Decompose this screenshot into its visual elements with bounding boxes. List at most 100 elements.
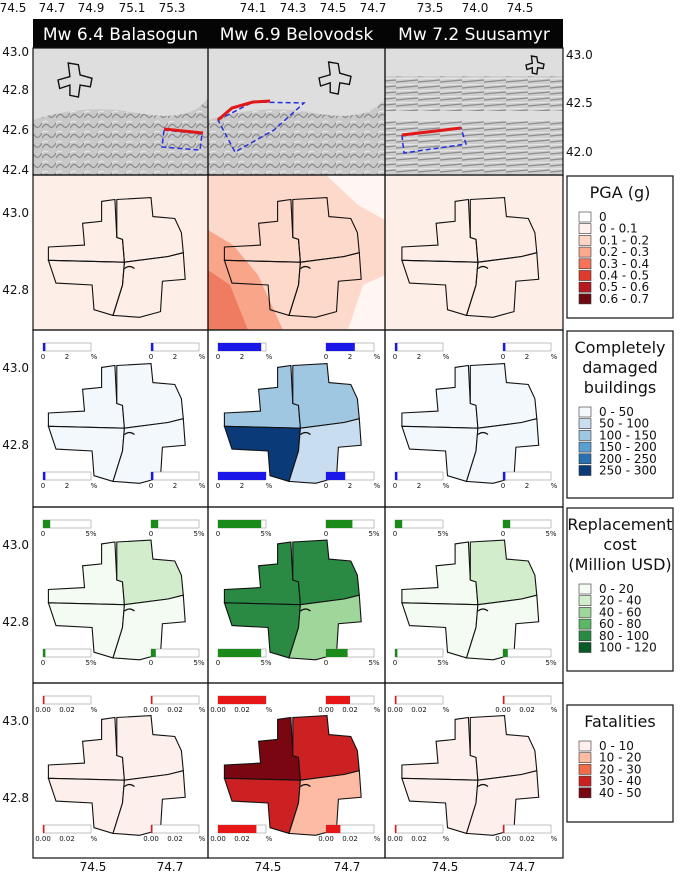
indicator-bar-frame <box>502 695 552 705</box>
district-nw <box>47 541 125 606</box>
bar-label: 2 <box>173 353 177 361</box>
district-se <box>465 252 540 318</box>
bar-label: 2 <box>525 482 529 490</box>
legend-swatch <box>578 752 592 764</box>
row1-left-tick: 43.0 <box>2 45 29 59</box>
bar-label: 0 <box>393 482 397 490</box>
indicator-bar-frame <box>150 342 200 352</box>
bar-label: % <box>91 482 98 490</box>
district-ne <box>116 539 184 606</box>
bar-label: 2 <box>65 482 69 490</box>
terrain-panel-3 <box>385 48 563 175</box>
bar-label: 5% <box>260 530 271 538</box>
river-line <box>300 265 311 269</box>
bar-label: 0 <box>501 482 505 490</box>
legend-swatch <box>578 406 592 418</box>
top-tick-label: 74.5 <box>507 1 534 15</box>
bar-label: 5% <box>437 659 448 667</box>
bar-label: 0 <box>324 482 328 490</box>
district-ne <box>292 539 360 606</box>
bar-label: % <box>199 482 206 490</box>
row1-left-tick: 42.4 <box>2 163 29 177</box>
indicator-bar-fill <box>151 696 153 704</box>
bar-label: % <box>91 835 98 843</box>
pga-zone <box>326 175 385 220</box>
district-nw <box>47 364 125 429</box>
fault-trace <box>401 126 462 137</box>
top-tick-label: 74.7 <box>39 1 66 15</box>
rupture-zone <box>401 127 467 154</box>
legend-swatch <box>578 630 592 642</box>
river-line <box>477 608 489 612</box>
column-header-2 <box>208 19 385 48</box>
district-ne <box>116 715 184 781</box>
bar-label: 0 <box>149 353 153 361</box>
legend-item-label: 0 - 20 <box>599 582 634 596</box>
indicator-bar-fill <box>218 696 266 704</box>
indicator-bar-frame <box>502 471 552 481</box>
bottom-tick-label: 74.7 <box>509 860 536 874</box>
river-line <box>124 783 135 787</box>
bar-label: 2 <box>348 482 352 490</box>
indicator-bar-frame <box>394 695 444 705</box>
legend-title: Completely <box>574 338 665 357</box>
bar-label: 0.00 <box>35 835 51 843</box>
district-nw <box>401 716 479 781</box>
city-left-tick: 42.8 <box>2 438 29 452</box>
bar-label: 0 <box>149 530 153 538</box>
bar-label: 2 <box>173 482 177 490</box>
legend-swatch <box>578 595 592 607</box>
district-se <box>112 770 186 836</box>
legend-item-label: 0.1 - 0.2 <box>599 233 649 247</box>
indicator-bar-fill <box>503 343 506 351</box>
legend-swatch <box>578 764 592 775</box>
bar-label: 5% <box>260 659 271 667</box>
district-se <box>112 418 186 484</box>
legend-swatch <box>578 223 592 234</box>
bar-label: 0.02 <box>59 706 75 714</box>
bar-label: 0.00 <box>210 706 226 714</box>
indicator-bar-fill <box>503 825 505 833</box>
district-ne <box>292 363 360 429</box>
top-tick-label: 75.3 <box>159 1 186 15</box>
legend-title: (Million USD) <box>568 555 671 574</box>
column-title-1: Mw 6.4 Balasogun <box>43 25 198 45</box>
district-se <box>112 252 186 318</box>
indicator-bar-frame <box>42 695 92 705</box>
mountain-range <box>385 120 563 175</box>
bar-label: 0 <box>149 659 153 667</box>
legend-swatch <box>578 430 592 441</box>
legend-item-label: 0.3 - 0.4 <box>599 257 649 271</box>
indicator-bar-fill <box>43 696 45 704</box>
bar-label: 0.00 <box>35 706 51 714</box>
indicator-bar-fill <box>395 825 397 833</box>
bottom-tick-label: 74.5 <box>432 860 459 874</box>
bar-label: 0 <box>501 530 505 538</box>
legend-item-label: 40 - 60 <box>599 605 642 619</box>
top-tick-label: 75.1 <box>119 1 146 15</box>
district-se <box>112 594 186 661</box>
river-line <box>300 783 311 787</box>
panel-border <box>384 682 564 859</box>
bar-label: 0.02 <box>167 835 183 843</box>
legend-swatch <box>578 618 592 630</box>
legend-item-label: 0 - 10 <box>599 739 634 753</box>
city-left-tick: 42.8 <box>2 283 29 297</box>
legend-item-label: 0.2 - 0.3 <box>599 245 649 259</box>
indicator-bar-frame <box>394 648 444 658</box>
legend-swatch <box>578 281 592 293</box>
indicator-bar-fill <box>503 696 505 704</box>
indicator-bar-fill <box>326 520 353 528</box>
indicator-bar-fill <box>503 520 511 528</box>
district-nw <box>47 716 125 781</box>
legend-swatch <box>578 246 592 258</box>
district-ne <box>116 363 184 429</box>
bar-label: 2 <box>525 353 529 361</box>
city-outline <box>318 61 352 95</box>
indicator-bar-fill <box>218 825 257 833</box>
legend-title: PGA (g) <box>590 183 651 202</box>
indicator-bar-fill <box>395 343 398 351</box>
indicator-bar-fill <box>151 343 154 351</box>
bar-label: 5% <box>368 659 379 667</box>
